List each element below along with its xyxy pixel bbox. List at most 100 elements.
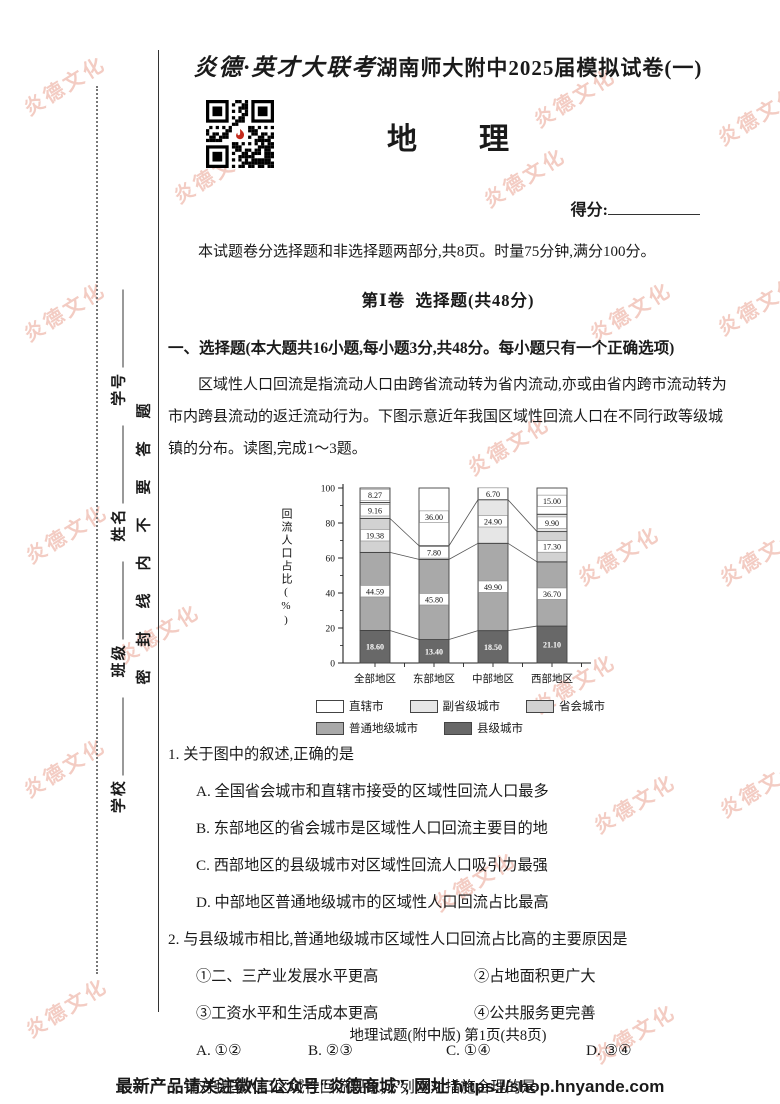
numbered-item: ①二、三产业发展水平更高 — [196, 968, 379, 985]
segment-label-box — [537, 540, 567, 553]
answer-choice: D. ③④ — [586, 1042, 632, 1059]
segment-value-label: 36.00 — [425, 513, 443, 522]
promo-line: 最新产品请关注微信公众号“炎德商城”, 网址 https://shop.hnya… — [115, 1077, 665, 1096]
connector-line — [389, 552, 420, 560]
legend-swatch — [526, 699, 554, 713]
connector-line — [507, 499, 538, 532]
bar-segment — [536, 625, 568, 664]
option-line: B. 东部地区的省会城市是区域性人口回流主要目的地 — [196, 820, 548, 837]
population-return-chart: 回流人口占比(%) 0 20 40 60 80 100 18.60 44.59 19.38 9.1… — [268, 480, 628, 736]
segment-label-box — [360, 488, 390, 502]
segment-value-label: 13.40 — [425, 647, 443, 656]
bar-segment — [359, 629, 391, 664]
segment-value-label: 9.90 — [545, 519, 559, 528]
label-student-id: 学号 — [111, 371, 128, 406]
y-tick-label: 60 — [326, 555, 336, 565]
numbered-item: ②占地面积更广大 — [474, 968, 596, 985]
segment-label-box — [537, 516, 567, 529]
answer-choices-row: A. ①② B. ②③ C. ①④ D. ③④ — [168, 1032, 728, 1069]
segment-label-box — [360, 529, 390, 542]
header-block: 地理 得分: — [168, 96, 728, 236]
segment-label-box — [478, 580, 508, 593]
exam-info: 本试题卷分选择题和非选择题两部分,共8页。时量75分钟,满分100分。 — [198, 244, 656, 260]
legend-item: 县级城市 — [444, 720, 523, 736]
segment-label-box — [537, 494, 567, 507]
label-school: 学校 — [111, 779, 128, 814]
part-heading: 一、选择题(本大题共16小题,每小题3分,共48分。每小题只有一个正确选项) — [168, 333, 728, 365]
answer-choice: C. ①④ — [446, 1042, 491, 1059]
label-class: 班级 — [111, 643, 128, 678]
segment-label-box — [537, 587, 567, 600]
segment-label-box — [419, 510, 449, 523]
segment-value-label: 36.70 — [543, 590, 561, 599]
numbered-items-row: ③工资水平和生活成本更高 ④公共服务更完善 — [168, 995, 728, 1032]
y-tick-label: 100 — [321, 485, 336, 495]
student-id-blank — [108, 289, 124, 368]
segment-value-label: 7.80 — [427, 549, 441, 558]
option-line: D. 中部地区普通地级城市的区域性人口回流占比最高 — [196, 894, 549, 911]
part-heading-label: 一、选择题 — [168, 340, 246, 357]
option-line: A. 全国省会城市和直辖市接受的区域性回流人口最多 — [196, 783, 549, 800]
qr-code — [206, 100, 274, 168]
school-blank — [108, 697, 124, 776]
section-volume: 第Ⅰ卷 — [361, 291, 406, 310]
question-stem: 3. 针对我国人口区域性回流现象,下列应对措施合理的是 — [168, 1069, 728, 1104]
exam-title-brand: 炎德·英才大联考 — [193, 55, 377, 80]
legend-label: 副省级城市 — [442, 701, 501, 713]
legend-row: 普通地级城市 县级城市 — [316, 720, 616, 736]
segment-value-label: 6.70 — [486, 490, 500, 499]
connector-line — [507, 542, 538, 563]
y-tick-label: 80 — [326, 520, 336, 530]
legend-label: 省会城市 — [559, 701, 605, 713]
segment-label-box — [360, 504, 390, 517]
label-name: 姓名 — [111, 507, 128, 542]
segment-value-label: 9.16 — [368, 506, 382, 515]
legend-label: 普通地级城市 — [349, 723, 418, 735]
connector-line — [448, 542, 479, 560]
answer-choice: B. ②③ — [308, 1042, 353, 1059]
score-label: 得分: — [570, 202, 608, 219]
option-line: C. 西部地区的县级城市对区域性回流人口吸引力最强 — [196, 857, 548, 874]
y-tick-label: 40 — [326, 590, 336, 600]
segment-label-box — [478, 515, 508, 528]
segment-value-label: 15.00 — [543, 497, 561, 506]
question-3: 3. 针对我国人口区域性回流现象,下列应对措施合理的是 A. 提高直辖市能源工业… — [168, 1069, 728, 1104]
name-blank — [108, 425, 124, 504]
segment-value-label: 18.50 — [484, 643, 502, 652]
segment-label-box — [360, 585, 390, 598]
page-footer: 地理试题(附中版) 第1页(共8页) — [349, 1028, 547, 1044]
question-number: 1. — [168, 746, 180, 763]
legend-swatch — [316, 721, 344, 735]
part-heading-note: (本大题共16小题,每小题3分,共48分。每小题只有一个正确选项) — [245, 340, 675, 357]
content-column: 炎德·英才大联考湖南师大附中2025届模拟试卷(一) 地理 得分: 本试题卷分选… — [168, 48, 728, 1104]
x-category-label: 东部地区 — [413, 672, 455, 685]
x-category-label: 全部地区 — [354, 672, 396, 685]
score-line: 得分: — [571, 196, 700, 220]
x-category-label: 中部地区 — [472, 672, 514, 685]
connector-line — [448, 630, 479, 640]
legend-row: 直辖市 副省级城市 省会城市 — [316, 698, 616, 714]
numbered-items-row: ①二、三产业发展水平更高 ②占地面积更广大 — [168, 958, 728, 995]
question-passage: 区域性人口回流是指流动人口由跨省流动转为省内流动,亦或由省内跨市流动转为市内跨县… — [168, 377, 727, 457]
exam-title-rest: 湖南师大附中2025届模拟试卷(一) — [376, 56, 703, 80]
numbered-item: ④公共服务更完善 — [474, 1005, 596, 1022]
segment-value-label: 24.90 — [484, 518, 502, 527]
y-tick-label: 20 — [326, 625, 336, 635]
connector-line — [389, 518, 420, 547]
question-2: 2. 与县级城市相比,普通地级城市区域性人口回流占比高的主要原因是 ①二、三产业… — [168, 921, 728, 1069]
segment-value-label: 45.80 — [425, 595, 443, 604]
seal-dotted-line — [96, 86, 98, 974]
legend-label: 直辖市 — [349, 701, 384, 713]
legend-swatch — [316, 699, 344, 713]
segment-value-label: 18.60 — [366, 643, 384, 652]
question-stem-text: 关于图中的叙述,正确的是 — [183, 746, 355, 763]
class-blank — [108, 561, 124, 640]
connector-line — [448, 499, 479, 546]
legend-label: 县级城市 — [477, 723, 523, 735]
exam-title: 炎德·英才大联考湖南师大附中2025届模拟试卷(一) — [168, 48, 728, 82]
question-stem-text: 针对我国人口区域性回流现象,下列应对措施合理的是 — [183, 1079, 537, 1096]
legend-item: 省会城市 — [526, 698, 605, 714]
subject-title: 地理 — [387, 123, 571, 156]
segment-label-box — [478, 487, 508, 500]
